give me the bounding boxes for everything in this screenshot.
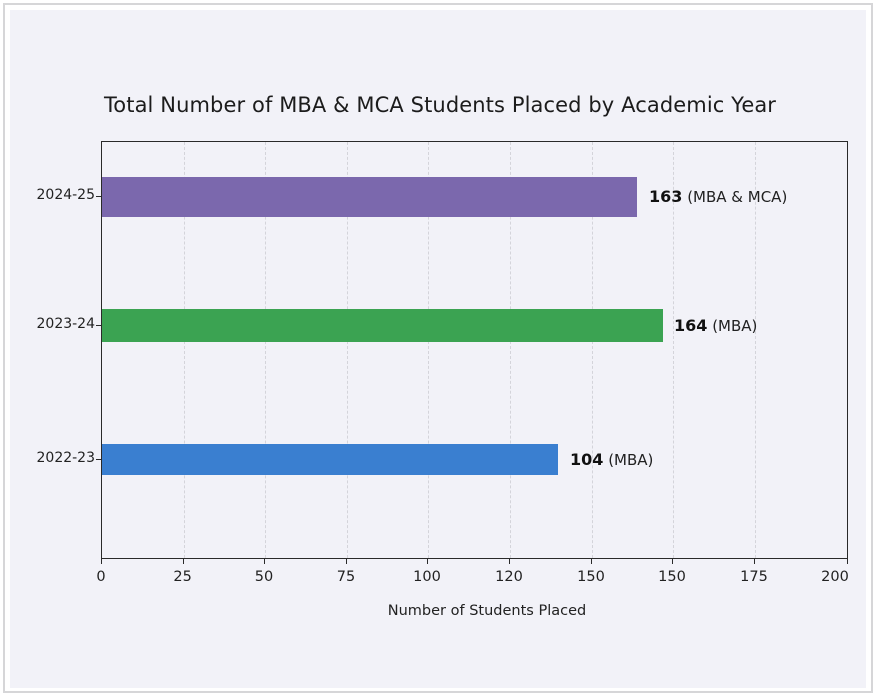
x-tick <box>101 559 102 564</box>
bar-note: (MBA) <box>712 317 758 335</box>
y-tick-label: 2023-24 <box>36 316 96 332</box>
bar-value: 164 <box>674 316 708 335</box>
bar-value-label: 104 (MBA) <box>570 450 653 469</box>
bar-value-label: 164 (MBA) <box>674 316 757 335</box>
gridline <box>347 142 348 558</box>
x-tick <box>264 559 265 564</box>
bar-note: (MBA & MCA) <box>687 188 788 206</box>
x-tick <box>672 559 673 564</box>
bar-2024-25 <box>102 177 637 217</box>
y-tick <box>96 196 101 197</box>
x-tick-label: 200 <box>821 569 849 585</box>
bar-2022-23 <box>102 444 558 475</box>
gridline <box>183 142 185 558</box>
gridline <box>755 142 756 558</box>
x-tick-label: 150 <box>577 569 605 585</box>
x-tick-label: 120 <box>495 569 523 585</box>
bar-value-label: 163 (MBA & MCA) <box>649 187 787 206</box>
x-tick-label: 25 <box>173 569 192 585</box>
bar-2023-24 <box>102 309 663 342</box>
x-tick <box>847 559 848 564</box>
gridline <box>428 142 429 558</box>
x-tick-label: 0 <box>96 569 106 585</box>
y-tick-label: 2022-23 <box>36 450 96 466</box>
gridline <box>592 142 593 558</box>
plot-area: 163 (MBA & MCA) 164 (MBA) 104 (MBA) <box>101 141 848 559</box>
x-tick <box>591 559 592 564</box>
x-tick-label: 75 <box>336 569 356 585</box>
gridline <box>265 142 266 558</box>
bar-value: 163 <box>649 187 683 206</box>
x-tick <box>509 559 510 564</box>
x-tick-label: 50 <box>254 569 274 585</box>
x-tick-label: 150 <box>658 569 686 585</box>
x-tick <box>427 559 428 564</box>
y-tick <box>96 325 101 326</box>
x-tick <box>182 559 184 564</box>
gridline <box>510 142 511 558</box>
x-axis-title: Number of Students Placed <box>387 603 587 619</box>
bar-value: 104 <box>570 450 604 469</box>
x-tick-label: 175 <box>740 569 768 585</box>
chart-background <box>10 10 866 688</box>
chart-title: Total Number of MBA & MCA Students Place… <box>103 93 777 117</box>
bar-note: (MBA) <box>608 451 654 469</box>
x-tick-label: 100 <box>413 569 441 585</box>
x-tick <box>754 559 755 564</box>
y-tick-label: 2024-25 <box>36 187 96 203</box>
x-tick <box>346 559 347 564</box>
y-tick <box>96 459 101 460</box>
gridline <box>673 142 674 558</box>
